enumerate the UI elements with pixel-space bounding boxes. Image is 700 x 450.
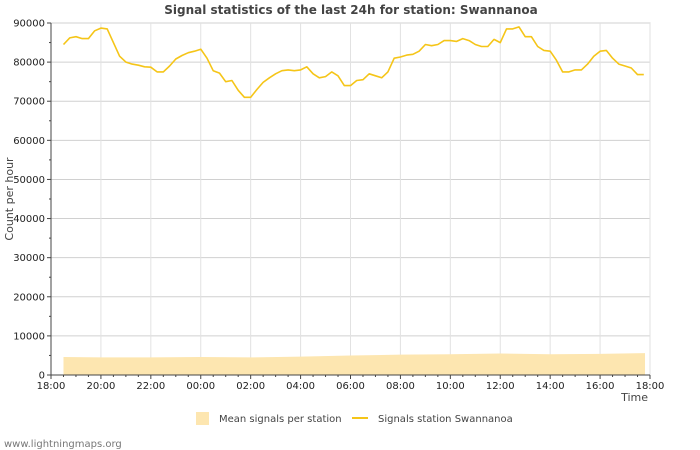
y-tick-label: 30000: [13, 253, 45, 264]
x-tick-label: 06:00: [336, 381, 365, 392]
y-tick-label: 50000: [13, 175, 45, 186]
legend-label-mean: Mean signals per station: [219, 414, 342, 425]
y-axis-label: Count per hour: [3, 157, 16, 241]
x-tick-label: 08:00: [386, 381, 415, 392]
y-tick-label: 20000: [13, 292, 45, 303]
grid-lines: [51, 22, 651, 375]
series-layer: [62, 26, 646, 375]
x-tick-label: 18:00: [37, 381, 66, 392]
watermark: www.lightningmaps.org: [4, 439, 122, 450]
y-tick-label: 60000: [13, 136, 45, 147]
y-tick-label: 40000: [13, 214, 45, 225]
x-tick-label: 00:00: [186, 381, 215, 392]
y-tick-label: 90000: [13, 19, 45, 30]
x-tick-label: 22:00: [136, 381, 165, 392]
y-tick-label: 10000: [13, 331, 45, 342]
x-tick-label: 12:00: [486, 381, 515, 392]
y-tick-label: 0: [39, 371, 45, 382]
x-tick-label: 16:00: [586, 381, 615, 392]
legend-label-station: Signals station Swannanoa: [378, 414, 513, 425]
x-axis-label: Time: [620, 391, 648, 404]
y-tick-label: 70000: [13, 97, 45, 108]
x-tick-label: 18:00: [636, 381, 665, 392]
x-tick-label: 02:00: [236, 381, 265, 392]
y-tick-label: 80000: [13, 58, 45, 69]
chart-title: Signal statistics of the last 24h for st…: [164, 3, 538, 17]
x-tick-label: 04:00: [286, 381, 315, 392]
x-tick-label: 20:00: [87, 381, 116, 392]
x-tick-label: 10:00: [436, 381, 465, 392]
series-mean-signals-area: [63, 353, 646, 375]
x-axis-ticks: 18:00 20:00 22:00 00:00 02:00 04:00 06:00 08:00…: [37, 375, 665, 392]
y-axis-ticks: 0 10000 20000 30000 40000 50000 60000 70000 8000…: [13, 19, 51, 382]
x-tick-label: 14:00: [536, 381, 565, 392]
series-station-line: [62, 26, 644, 99]
legend-swatch-mean: [196, 412, 209, 425]
